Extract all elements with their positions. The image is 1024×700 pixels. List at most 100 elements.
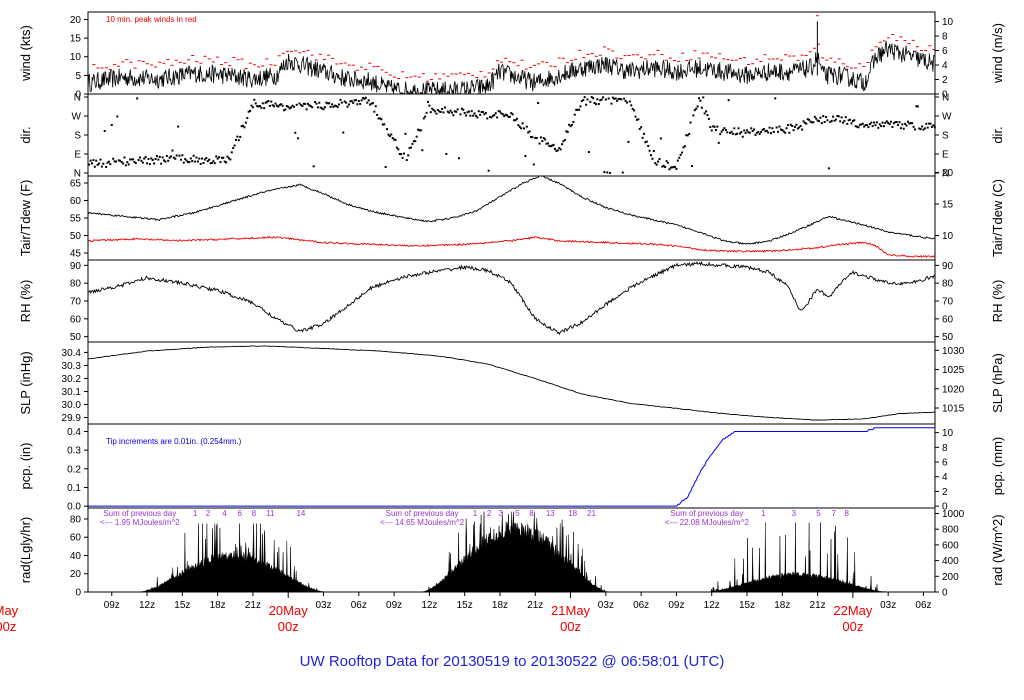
dir-point [356, 103, 359, 106]
x-tick-label: 03z [880, 600, 896, 611]
dir-point [645, 140, 648, 143]
dir-point [232, 147, 235, 150]
dir-point [738, 132, 741, 135]
x-tick-label: 12z [139, 600, 155, 611]
dir-point [352, 101, 355, 104]
dir-point [871, 125, 874, 128]
pcp-left-tick-label: 0.1 [67, 483, 81, 494]
dir-point [627, 140, 630, 143]
rh-left-tick-label: 60 [70, 314, 82, 325]
dir-point [323, 106, 326, 109]
dir-point [100, 165, 103, 168]
dir-point [700, 106, 703, 109]
rad-hour-label: 4 [222, 509, 227, 518]
dir-point [729, 131, 732, 134]
dir-point [417, 128, 420, 131]
dir-point [88, 163, 91, 166]
wind-left-tick-label: 5 [75, 71, 81, 82]
dir-point [452, 114, 455, 117]
dir-point [105, 165, 108, 168]
x-tick-label: 06z [351, 600, 367, 611]
dir-point [345, 101, 348, 104]
dir-point [453, 110, 456, 113]
dir-point [266, 100, 269, 103]
wind-ylabel-right: wind (m/s) [990, 23, 1005, 84]
dir-point [573, 113, 576, 116]
dir-left-tick-label: W [72, 112, 82, 123]
x-tick-label: 15z [174, 600, 190, 611]
rad-hour-label: 18 [568, 509, 577, 518]
dir-point [364, 96, 367, 99]
dir-point [854, 125, 857, 128]
dir-point [914, 128, 917, 131]
dir-point [244, 121, 247, 124]
dir-point [222, 156, 225, 159]
dir-point [126, 161, 129, 164]
slp-left-tick-label: 30.1 [62, 387, 82, 398]
dir-point [518, 125, 521, 128]
dir-point [521, 122, 524, 125]
x-tick-label: 12z [421, 600, 437, 611]
dir-point [493, 114, 496, 117]
dir-point [517, 124, 520, 127]
dir-point [631, 107, 634, 110]
dir-point [630, 104, 633, 107]
dir-point [637, 118, 640, 121]
dir-point [863, 125, 866, 128]
wind-left-tick-label: 15 [70, 34, 82, 45]
dir-point [496, 116, 499, 119]
dir-point [158, 155, 161, 158]
dir-point [565, 130, 568, 133]
dir-point [758, 133, 761, 136]
dir-point [734, 133, 737, 136]
dir-point [558, 147, 561, 150]
dir-point [884, 121, 887, 124]
dir-point [494, 112, 497, 115]
dir-point [761, 128, 764, 131]
dir-point [693, 109, 696, 112]
dir-point [131, 158, 134, 161]
dir-left-tick-label: N [74, 169, 81, 180]
dir-point [297, 137, 300, 140]
rad-right-tick-label: 0 [942, 588, 948, 599]
dir-point [705, 110, 708, 113]
temp-right-tick-label: 20 [942, 168, 954, 179]
dir-point [825, 116, 828, 119]
x-tick-label: 15z [457, 600, 473, 611]
dir-point [119, 159, 122, 162]
rad-right-tick-label: 600 [942, 540, 959, 551]
dir-point [899, 127, 902, 130]
dir-point [463, 112, 466, 115]
dir-point [316, 106, 319, 109]
dir-point [422, 117, 425, 120]
dir-point [600, 98, 603, 101]
dir-point [304, 102, 307, 105]
dir-point [501, 113, 504, 116]
dir-point [922, 128, 925, 131]
dir-point [381, 123, 384, 126]
dir-point [932, 124, 935, 127]
dir-point [575, 108, 578, 111]
rad-daily-sum-label: Sum of previous day [386, 509, 459, 518]
dir-point [321, 107, 324, 110]
dir-point [205, 157, 208, 160]
dir-point [397, 148, 400, 151]
chart-title: UW Rooftop Data for 20130519 to 20130522… [300, 653, 725, 670]
dir-point [881, 121, 884, 124]
dir-point [474, 114, 477, 117]
dir-point [844, 116, 847, 119]
dir-point [446, 110, 449, 113]
dir-point [716, 125, 719, 128]
dir-point [916, 105, 919, 108]
dir-point [878, 123, 881, 126]
dir-point [497, 110, 500, 113]
dir-point [544, 138, 547, 141]
dir-point [402, 152, 405, 155]
dir-point [380, 118, 383, 121]
wind-right-tick-label: 6 [942, 46, 948, 57]
dir-point [219, 161, 222, 164]
dir-point [282, 109, 285, 112]
dir-point [843, 119, 846, 122]
temp-ylabel-left: Tair/Tdew (F) [18, 180, 33, 257]
dir-point [846, 122, 849, 125]
